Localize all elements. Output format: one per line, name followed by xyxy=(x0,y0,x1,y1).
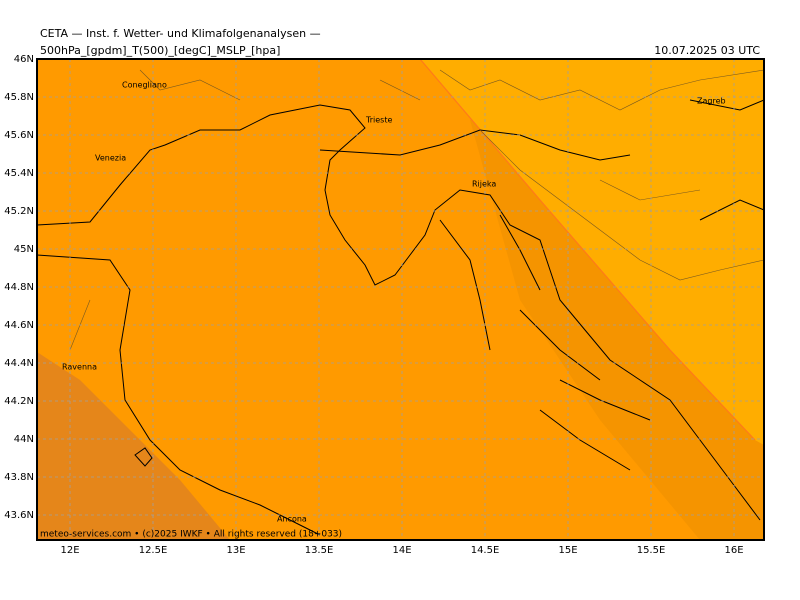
lat-tick-label: 43.8N xyxy=(4,472,34,483)
valid-time: 10.07.2025 03 UTC xyxy=(654,44,760,57)
fields: 500hPa_[gpdm]_T(500)_[degC]_MSLP_[hpa] xyxy=(40,44,280,57)
graticule xyxy=(37,58,764,540)
lat-tick-label: 44.6N xyxy=(4,320,34,331)
city-label: Ancona xyxy=(277,515,307,524)
city-label: Conegliano xyxy=(122,81,167,90)
lon-tick-label: 16E xyxy=(724,545,743,556)
lon-tick-label: 12.5E xyxy=(139,545,168,556)
lon-tick-label: 13E xyxy=(226,545,245,556)
lat-tick-label: 44.4N xyxy=(4,358,34,369)
lat-tick-label: 45.6N xyxy=(4,130,34,141)
temperature-band xyxy=(37,352,230,540)
lat-tick-label: 44N xyxy=(14,434,34,445)
lat-tick-label: 45N xyxy=(14,244,34,255)
lat-tick-label: 44.8N xyxy=(4,282,34,293)
lat-tick-label: 44.2N xyxy=(4,396,34,407)
temperature-band xyxy=(420,59,764,445)
city-label: Trieste xyxy=(365,116,392,125)
lat-tick-label: 43.6N xyxy=(4,510,34,521)
map-frame xyxy=(36,58,765,541)
lon-tick-label: 14E xyxy=(392,545,411,556)
coastline xyxy=(36,99,765,536)
city-label: Rijeka xyxy=(472,180,496,189)
city-label: Ravenna xyxy=(62,363,97,372)
title: CETA — Inst. f. Wetter- und Klimafolgena… xyxy=(40,27,321,40)
map-area: Conegliano Venezia Trieste Rijeka Zagreb… xyxy=(36,58,765,541)
lon-tick-label: 15.5E xyxy=(637,545,666,556)
footer: meteo-services.com • (c)2025 IWKF • All … xyxy=(40,530,342,540)
lat-tick-label: 46N xyxy=(14,54,34,65)
lon-tick-label: 14.5E xyxy=(471,545,500,556)
lat-tick-label: 45.8N xyxy=(4,92,34,103)
city-label: Venezia xyxy=(95,154,126,163)
borders xyxy=(69,69,765,351)
city-label: Zagreb xyxy=(697,97,726,106)
lon-tick-label: 13.5E xyxy=(305,545,334,556)
lat-tick-label: 45.4N xyxy=(4,168,34,179)
lat-tick-label: 45.2N xyxy=(4,206,34,217)
lon-tick-label: 12E xyxy=(60,545,79,556)
lon-tick-label: 15E xyxy=(558,545,577,556)
